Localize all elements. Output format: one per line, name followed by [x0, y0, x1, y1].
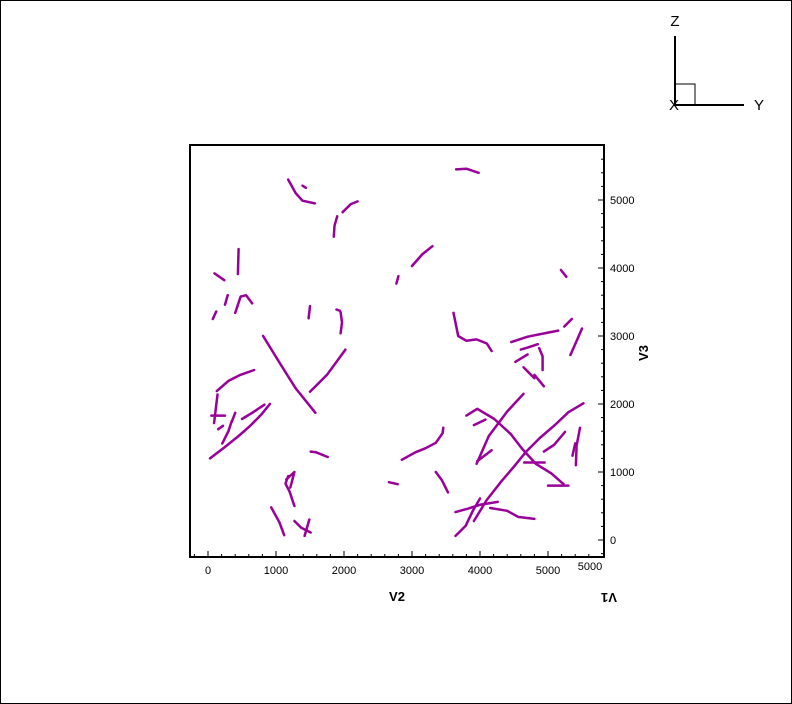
x-axis-title: V2 [389, 589, 405, 604]
triad-y-label: Y [754, 97, 764, 114]
track-segment-22 [514, 353, 529, 364]
y-tick-label: 2000 [610, 399, 634, 411]
track-segment-14 [307, 304, 312, 320]
track-segment-55 [303, 518, 311, 538]
y-tick-label: 1000 [610, 467, 634, 479]
track-segment-44 [571, 442, 577, 457]
track-segment-5 [454, 167, 480, 175]
track-segment-17 [452, 311, 493, 353]
track-segment-41 [476, 448, 493, 463]
track-segment-34 [240, 403, 266, 421]
track-segment-42 [472, 402, 585, 523]
track-segment-35 [208, 402, 272, 460]
triad-z-label: Z [670, 13, 679, 30]
track-segments [208, 167, 585, 538]
track-segment-2 [301, 184, 308, 190]
track-segment-46 [542, 430, 567, 453]
track-segment-38 [472, 418, 487, 427]
track-segment-28 [215, 368, 256, 393]
y-tick-label: 4000 [610, 263, 634, 275]
track-segment-51 [387, 480, 399, 486]
track-segment-25 [533, 373, 546, 388]
track-segment-3 [332, 215, 339, 238]
track-segment-23 [537, 346, 544, 372]
track-segment-29 [212, 393, 219, 425]
x-tick-label: 3000 [400, 565, 424, 577]
track-segment-50 [289, 470, 296, 489]
x-tick-label: 5000 [536, 565, 560, 577]
track-segment-57 [454, 497, 482, 538]
track-segment-20 [569, 327, 584, 357]
track-segment-24 [522, 366, 536, 380]
track-segment-11 [223, 293, 229, 306]
x-tick-label: 4000 [468, 565, 492, 577]
track-segment-37 [465, 407, 565, 486]
track-segment-32 [221, 419, 234, 445]
x-tick-label: 0 [205, 565, 211, 577]
track-segment-4 [341, 200, 359, 214]
x-tick-label: 2000 [332, 565, 356, 577]
track-segment-53 [269, 506, 286, 537]
axis-triad: Z Y X [669, 13, 764, 114]
y-axis-title: V3 [636, 345, 651, 361]
x-axis-ticks: 0 1000 2000 3000 4000 5000 [205, 551, 560, 577]
track-segment-49 [284, 471, 295, 481]
track-segment-26 [261, 334, 317, 415]
track-segment-33 [230, 411, 237, 423]
minor-ticks [193, 158, 604, 557]
track-segment-36 [309, 450, 329, 459]
track-segment-39 [400, 426, 445, 462]
y-tick-label: 5000 [610, 195, 634, 207]
track-segment-19 [563, 317, 574, 328]
track-segment-40 [475, 392, 525, 466]
y-tick-label: 3000 [610, 331, 634, 343]
track-segment-7 [410, 244, 434, 268]
track-segment-12 [233, 293, 254, 315]
track-segment-21 [519, 342, 540, 351]
track-segment-10 [236, 247, 240, 276]
plot-area [189, 144, 605, 558]
depth-tick-label: 5000 [578, 561, 602, 573]
track-segment-13 [211, 310, 218, 321]
track-segment-45 [574, 426, 582, 467]
y-tick-label: 0 [610, 535, 616, 547]
triad-x-label: X [669, 97, 679, 114]
track-segment-58 [488, 506, 536, 521]
track-segment-54 [293, 519, 312, 534]
track-segment-27 [308, 348, 347, 394]
depth-axis-title: V1 [601, 590, 617, 605]
track-segment-9 [213, 272, 226, 282]
track-segment-31 [216, 424, 225, 431]
triad-corner-box [674, 83, 696, 106]
track-segment-6 [395, 274, 400, 285]
x-tick-label: 1000 [264, 565, 288, 577]
track-segment-16 [335, 308, 342, 313]
track-segment-15 [339, 310, 344, 335]
track-segment-18 [510, 329, 560, 344]
track-segment-52 [434, 470, 450, 494]
track-segment-1 [286, 178, 317, 205]
track-segment-8 [559, 268, 568, 279]
y-axis-ticks: 0 1000 2000 3000 4000 5000 [598, 195, 634, 547]
